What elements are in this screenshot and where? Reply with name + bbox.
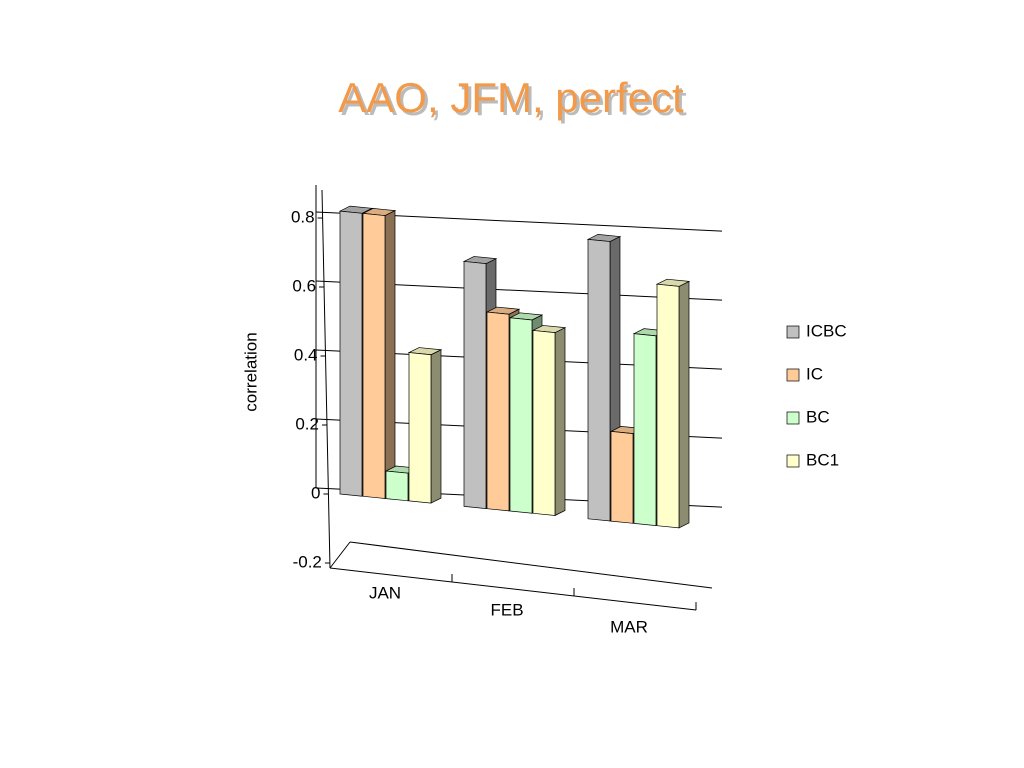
y-axis-label: correlation [241, 332, 260, 411]
legend-swatch [786, 368, 800, 382]
floor-back [349, 541, 713, 589]
bar-side [678, 280, 690, 529]
legend-label: BC1 [806, 450, 839, 469]
title-shadow: AAO, JFM, perfect [341, 77, 687, 124]
bar [408, 352, 432, 504]
legend-swatch [786, 325, 800, 339]
bar [339, 210, 363, 497]
bar [587, 238, 611, 522]
bar [610, 431, 634, 524]
bar [463, 261, 487, 509]
y-tick-label: 0.6 [292, 276, 316, 295]
bar-side [554, 327, 566, 517]
floor-side [329, 541, 351, 569]
bar [656, 283, 680, 529]
legend-label: IC [806, 364, 823, 383]
y-tick-label: -0.2 [293, 552, 322, 571]
bar [509, 317, 533, 514]
bar-side [430, 349, 442, 504]
legend-label: BC [806, 407, 830, 426]
legend-swatch [786, 411, 800, 425]
y-axis [321, 189, 331, 569]
bar [633, 333, 657, 526]
bar [385, 470, 409, 502]
chart-title: AAO, JFM, perfect [338, 74, 684, 121]
x-tick-label: JAN [369, 583, 401, 602]
y-tick-label: 0.2 [295, 414, 319, 433]
x-tick-label: FEB [490, 600, 523, 619]
y-tick-label: 0.4 [294, 345, 318, 364]
y-tick-label: 0.8 [291, 207, 315, 226]
bar [532, 330, 556, 516]
x-axis [329, 567, 697, 611]
bar [362, 213, 386, 499]
legend-swatch [786, 454, 800, 468]
legend-label: ICBC [806, 321, 847, 340]
bar [486, 311, 510, 512]
x-tick-label: MAR [610, 617, 648, 636]
bar-side [384, 210, 396, 500]
y-tick-label: 0 [311, 483, 320, 502]
